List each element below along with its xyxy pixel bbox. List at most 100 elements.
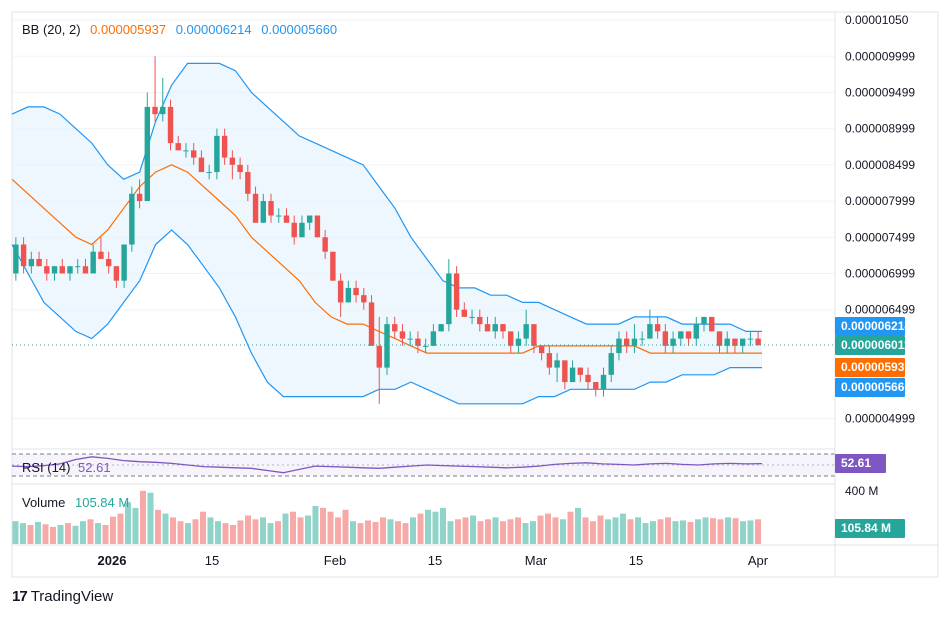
volume-tag: 105.84 M bbox=[835, 519, 905, 538]
y-tick-label: 0.000006999 bbox=[845, 267, 915, 281]
candle-down bbox=[709, 316, 715, 332]
candle-down bbox=[245, 172, 251, 194]
rsi-legend[interactable]: RSI (14) 52.61 bbox=[22, 460, 111, 475]
candle-up bbox=[214, 135, 220, 173]
candle-down bbox=[136, 193, 143, 202]
volume-legend[interactable]: Volume 105.84 M bbox=[22, 495, 129, 510]
candle-down bbox=[623, 338, 630, 346]
candle-up bbox=[608, 353, 614, 375]
volume-bar bbox=[552, 517, 559, 544]
volume-bar bbox=[447, 521, 454, 544]
volume-bar bbox=[650, 521, 656, 544]
volume-bar bbox=[327, 511, 334, 544]
volume-bar bbox=[125, 502, 131, 544]
candle-up bbox=[678, 331, 684, 339]
candle-down bbox=[546, 353, 553, 368]
candle-up bbox=[299, 222, 305, 238]
bb-upper-value: 0.000006214 bbox=[175, 22, 252, 37]
volume-bar bbox=[252, 519, 259, 544]
volume-bar bbox=[627, 519, 634, 544]
candle-up bbox=[206, 172, 212, 174]
y-tick-label: 0.000007999 bbox=[845, 194, 915, 208]
candle-down bbox=[221, 135, 228, 158]
candle-down bbox=[732, 338, 738, 346]
y-tick-label: 0.000008499 bbox=[845, 158, 915, 172]
y-tick-label: 0.000009499 bbox=[845, 85, 915, 99]
x-tick-label: 15 bbox=[428, 553, 442, 568]
volume-bar bbox=[65, 523, 71, 544]
volume-bar bbox=[275, 521, 281, 544]
candle-up bbox=[345, 287, 352, 303]
candle-down bbox=[330, 251, 336, 281]
upper-band-tag: 0.000006214 bbox=[835, 317, 911, 336]
volume-bar bbox=[155, 509, 161, 544]
candle-down bbox=[368, 302, 375, 346]
candle-up bbox=[144, 106, 151, 202]
volume-bar bbox=[485, 519, 491, 544]
volume-bar bbox=[245, 515, 251, 544]
candle-up bbox=[554, 360, 560, 368]
candle-down bbox=[415, 338, 421, 346]
volume-bar bbox=[740, 521, 746, 544]
volume-bar bbox=[567, 511, 574, 544]
candle-down bbox=[361, 295, 367, 303]
tradingview-logo-icon: 17 bbox=[12, 588, 28, 605]
volume-bar bbox=[635, 517, 641, 544]
volume-bar bbox=[230, 525, 236, 544]
candle-down bbox=[314, 215, 321, 238]
lower-band-tag: 0.000005660 bbox=[835, 378, 911, 397]
volume-label: Volume bbox=[22, 495, 66, 510]
tradingview-brand[interactable]: 17 TradingView bbox=[12, 588, 113, 605]
candle-down bbox=[453, 273, 460, 310]
candle-down bbox=[167, 106, 174, 144]
y-tick-label: 0.00001050 bbox=[845, 13, 909, 27]
volume-bar bbox=[42, 524, 49, 544]
candle-down bbox=[353, 287, 359, 296]
candle-down bbox=[337, 280, 344, 303]
candle-up bbox=[492, 324, 498, 332]
candle-up bbox=[469, 316, 475, 318]
candle-down bbox=[500, 324, 506, 332]
volume-bar bbox=[522, 523, 529, 544]
volume-bar bbox=[477, 521, 484, 544]
bb-lower-line bbox=[11, 229, 762, 405]
candle-down bbox=[268, 201, 274, 216]
bb-basis-value: 0.000005937 bbox=[90, 22, 167, 37]
y-tick-label: 0.000009999 bbox=[845, 49, 915, 63]
volume-bar bbox=[110, 516, 116, 544]
volume-bar bbox=[237, 520, 244, 544]
volume-bar bbox=[372, 521, 379, 544]
candle-down bbox=[98, 251, 104, 259]
volume-bar bbox=[200, 511, 206, 544]
volume-bar bbox=[350, 521, 356, 544]
volume-bar bbox=[342, 509, 349, 544]
volume-bar bbox=[162, 513, 169, 544]
volume-bar bbox=[12, 521, 19, 544]
candle-down bbox=[175, 143, 181, 151]
volume-bar bbox=[222, 523, 229, 544]
volume-bar bbox=[282, 513, 289, 544]
volume-bar bbox=[657, 519, 664, 544]
volume-bar bbox=[335, 517, 341, 544]
candle-up bbox=[739, 338, 746, 346]
volume-bar bbox=[462, 517, 469, 544]
volume-bar bbox=[642, 523, 649, 544]
bb-legend[interactable]: BB (20, 2) 0.000005937 0.000006214 0.000… bbox=[22, 22, 343, 37]
volume-bar bbox=[417, 513, 424, 544]
x-tick-label: Feb bbox=[324, 553, 346, 568]
volume-bar bbox=[320, 507, 326, 544]
volume-bar bbox=[575, 507, 581, 544]
candle-down bbox=[322, 237, 328, 252]
candle-up bbox=[693, 324, 699, 339]
candle-up bbox=[276, 215, 282, 217]
volume-bar bbox=[440, 507, 446, 544]
candle-up bbox=[616, 338, 622, 354]
candle-up bbox=[384, 324, 390, 368]
volume-bar bbox=[357, 523, 364, 544]
volume-bar bbox=[515, 517, 521, 544]
price-axis: 0.00001050 0.000009999 0.000009499 0.000008… bbox=[845, 13, 915, 425]
volume-bar bbox=[687, 521, 694, 544]
volume-bar bbox=[500, 521, 506, 544]
candle-up bbox=[129, 193, 135, 245]
